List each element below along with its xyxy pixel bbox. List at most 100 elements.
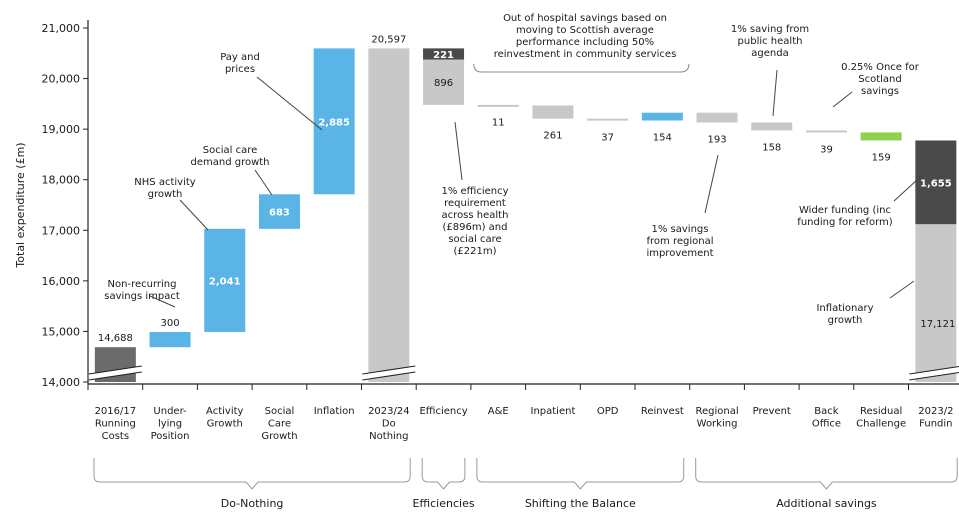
annotation-leader-line (254, 169, 273, 196)
axis-break-gap (361, 366, 416, 380)
y-tick-label: 16,000 (42, 275, 81, 288)
axis-break-line (909, 365, 959, 375)
x-category-label: Residual Challenge (856, 406, 906, 430)
annotation-text: NHS activity growth (134, 177, 195, 200)
group-brace (695, 458, 958, 490)
x-category-label: 2016/17 Running Costs (95, 406, 137, 442)
annotation-text: 1% savings from regional improvement (646, 224, 713, 259)
y-tick-label: 17,000 (42, 224, 81, 237)
data-label: 193 (708, 134, 727, 145)
data-label: 11 (492, 117, 505, 128)
axis-break-line (88, 371, 142, 381)
y-axis-label: Total expenditure (£m) (14, 142, 27, 268)
axis-break-line (362, 365, 416, 375)
annotation-leader-line (704, 154, 719, 214)
annotation-text: 1% saving from public health agenda (731, 24, 809, 59)
data-label: 221 (433, 50, 454, 61)
annotation-leader-line (889, 280, 915, 299)
data-label: 261 (543, 131, 562, 142)
annotation-leader-line (256, 76, 323, 131)
x-category-label: Social Care Growth (261, 406, 297, 442)
data-label: 2,885 (318, 117, 350, 128)
annotation-text: Wider funding (inc funding for reform) (797, 205, 892, 228)
axis-break-gap (908, 366, 959, 380)
x-category-label: Prevent (753, 406, 791, 417)
x-category-label: Activity Growth (206, 406, 243, 430)
bar-segment (751, 122, 793, 131)
annotation-leader-line (772, 69, 778, 117)
data-label: 683 (269, 208, 290, 219)
bar-segment (204, 228, 246, 333)
annotation-leader-line (149, 295, 176, 308)
axis-break-line (362, 371, 416, 381)
annotation-text: 1% efficiency requirement across health (£8… (441, 186, 508, 257)
data-label: 158 (762, 142, 781, 153)
data-label: 17,121 (920, 319, 955, 330)
bar-segment (258, 194, 300, 229)
y-tick-label: 21,000 (42, 22, 81, 35)
x-category-label: Inpatient (531, 406, 576, 417)
annotation-text: 0.25% Once for Scotland savings (841, 62, 920, 97)
group-label: Do-Nothing (221, 497, 284, 510)
group-brace (476, 458, 685, 490)
x-category-label: A&E (488, 406, 509, 417)
data-label: 1,655 (920, 178, 952, 189)
bar-segment (860, 132, 902, 141)
x-category-label: Efficiency (419, 406, 467, 417)
data-label: 39 (820, 144, 833, 155)
annotation-leader-line (832, 91, 853, 108)
group-brace (421, 458, 466, 490)
y-tick-label: 15,000 (42, 325, 81, 338)
data-label: 300 (161, 318, 180, 329)
bar-segment (423, 48, 465, 60)
data-label: 2,041 (209, 276, 241, 287)
annotation-text: Social care demand growth (190, 145, 269, 168)
annotation-text: Non-recurring savings impact (104, 279, 180, 302)
y-tick-label: 19,000 (42, 123, 81, 136)
annotation-text: Out of hospital savings based on moving t… (494, 13, 677, 60)
x-category-label: Back Office (812, 406, 841, 430)
x-category-label: Inflation (314, 406, 355, 417)
bar-segment (149, 332, 191, 348)
bar-segment (532, 105, 574, 119)
bar-segment (368, 48, 410, 383)
data-label: 896 (434, 78, 453, 89)
bar-segment (641, 112, 683, 121)
data-label: 14,688 (98, 333, 133, 344)
y-tick-label: 20,000 (42, 73, 81, 86)
y-tick-label: 18,000 (42, 174, 81, 187)
bar-segment (477, 104, 519, 107)
x-category-label: 2023/24 Do Nothing (368, 406, 410, 442)
annotation-leader-line (454, 121, 463, 181)
x-category-label: Regional Working (695, 406, 738, 430)
data-label: 154 (653, 132, 672, 143)
x-category-label: Under-lying Position (151, 406, 190, 442)
annotation-text: Inflationary growth (816, 303, 873, 326)
group-label: Additional savings (776, 497, 877, 510)
y-tick-label: 14,000 (42, 376, 81, 389)
data-label: 20,597 (371, 34, 406, 45)
axis-break-line (909, 371, 959, 381)
bar-segment (805, 130, 847, 133)
annotation-bracket (473, 63, 690, 73)
data-label: 159 (872, 152, 891, 163)
bar-segment (587, 118, 629, 121)
x-category-label: 2023/2 Fundin (918, 406, 953, 430)
annotation-text: Pay and prices (220, 52, 260, 75)
bar-segment (423, 59, 465, 105)
x-category-label: Reinvest (641, 406, 684, 417)
data-label: 37 (601, 132, 614, 143)
annotation-leader-line (179, 199, 209, 231)
bar-segment (915, 224, 957, 382)
bar-segment (313, 48, 355, 195)
group-label: Shifting the Balance (525, 497, 636, 510)
annotation-leader-line (893, 167, 931, 202)
group-label: Efficiencies (413, 497, 475, 510)
axis-break-line (88, 365, 142, 375)
bar-segment (696, 112, 738, 123)
x-category-label: OPD (597, 406, 619, 417)
bar-segment (915, 140, 957, 225)
axis-break-gap (88, 366, 143, 380)
group-brace (93, 458, 411, 490)
